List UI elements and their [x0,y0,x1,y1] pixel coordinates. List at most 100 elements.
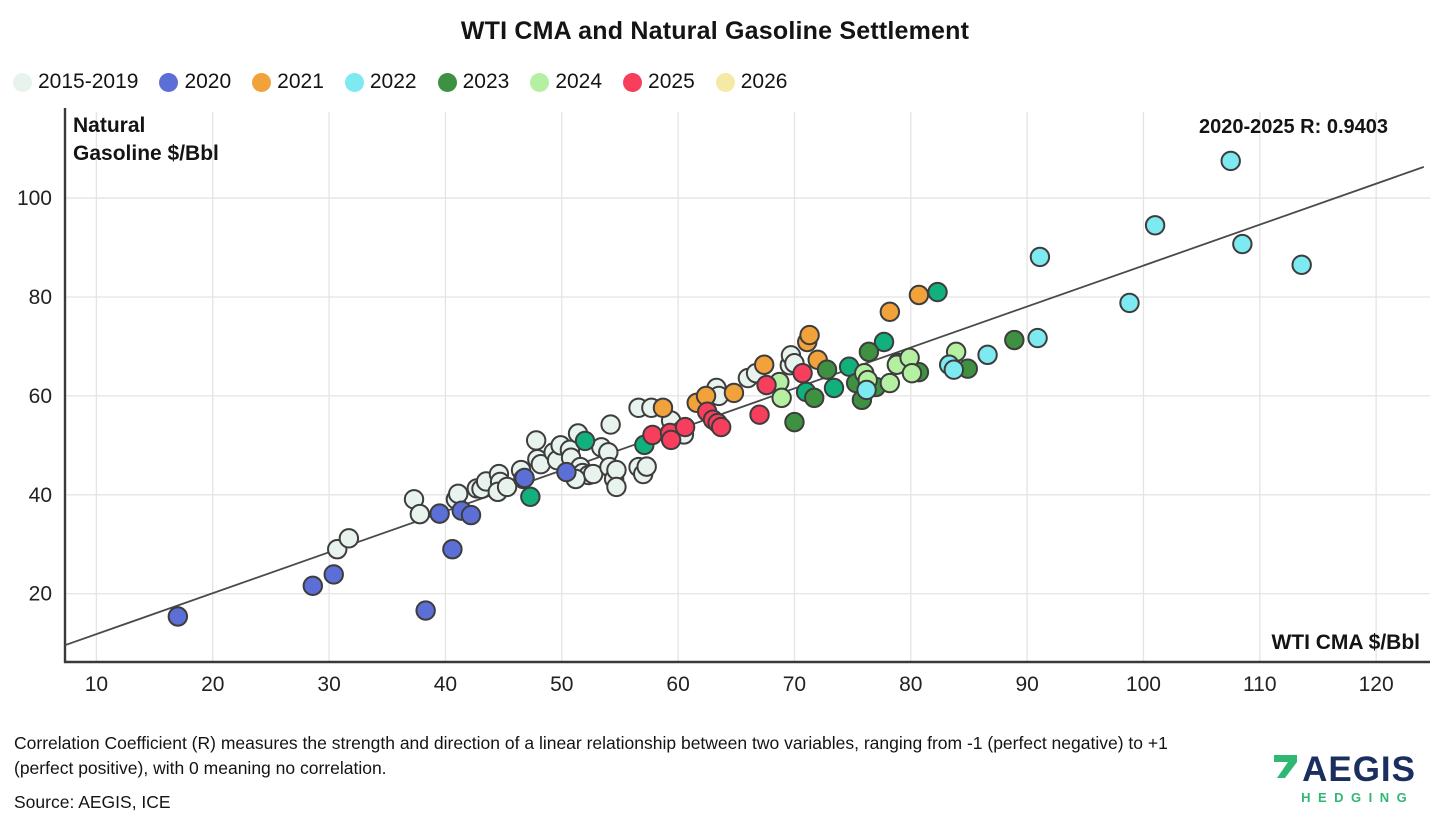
data-point [520,486,541,508]
data-point [302,575,324,597]
data-point [756,374,777,396]
data-point [1027,327,1048,349]
data-point [556,461,577,483]
data-point [606,459,627,481]
aegis-logo-text: AEGIS [1302,750,1416,789]
data-point [771,387,792,409]
data-point [496,476,518,498]
legend-dot-icon [159,72,179,92]
data-point [323,564,344,585]
legend-item-2020[interactable]: 2020 [159,70,231,94]
legend-item-2021[interactable]: 2021 [252,70,324,94]
chart-title: WTI CMA and Natural Gasoline Settlement [460,17,970,45]
y-tick-label: 20 [29,583,52,606]
data-point [856,379,877,401]
x-tick-label: 30 [317,673,340,696]
data-point [674,416,696,438]
data-point [804,387,825,409]
source-text: Source: AEGIS, ICE [14,792,171,812]
legend-item-2015-2019[interactable]: 2015-2019 [13,70,138,94]
data-point [429,503,450,524]
legend-dot-icon [13,72,32,92]
x-tick-label: 80 [899,673,922,696]
legend-item-label: 2022 [369,70,417,93]
data-point [448,483,469,505]
x-tick-label: 90 [1015,673,1038,696]
x-tick-label: 20 [201,673,224,696]
series-2020 [167,461,577,627]
x-tick-label: 50 [550,673,573,696]
data-point [799,324,820,346]
data-point [1004,329,1025,351]
data-point [460,504,482,526]
data-point [823,377,845,399]
legend-item-label: 2021 [277,70,324,93]
data-point [858,341,880,363]
legend-item-label: 2025 [648,70,695,93]
x-axis-label: WTI CMA $/Bbl [1271,631,1420,654]
data-point [660,429,682,451]
data-point [816,359,838,380]
data-point [338,528,360,549]
y-tick-label: 100 [17,187,52,210]
legend-item-2022[interactable]: 2022 [344,70,417,94]
data-point [600,414,621,435]
legend-item-label: 2015-2019 [38,70,139,93]
y-tick-label: 40 [29,484,52,507]
data-point [574,430,596,452]
x-tick-label: 120 [1359,673,1394,696]
data-point [514,467,535,489]
x-tick-label: 100 [1126,673,1161,696]
legend-dot-icon [437,72,457,92]
aegis-logo-mark-shape [1274,755,1298,778]
data-point [879,372,901,394]
data-point [1220,150,1241,172]
data-point [723,382,745,404]
scatter-plot: 10 20 30 40 50 60 70 80 90 100 110 120 20 40 60 80 100 Na… [17,108,1430,696]
data-point [792,362,813,384]
x-tick-label: 60 [666,673,689,696]
data-point [1119,292,1140,314]
data-point [901,362,923,384]
x-tick-label: 70 [783,673,806,696]
data-point [415,600,436,621]
data-point [636,456,657,477]
legend-item-label: 2023 [462,70,510,93]
series-2021 [652,284,930,418]
legend-dot-icon [715,72,735,92]
trend-line [64,166,1425,647]
legend-dot-icon [530,72,550,92]
data-point [927,281,948,303]
data-point [1029,246,1051,268]
series-2025 [642,362,813,451]
y-axis-label-line1: Natural [73,114,145,137]
y-axis-label-line2: Gasoline $/Bbl [73,142,219,165]
data-point [710,416,732,438]
data-point [525,430,547,451]
legend-item-2025[interactable]: 2025 [623,70,695,94]
data-point [977,344,998,366]
y-tick-label: 60 [29,385,52,408]
legend-item-2023[interactable]: 2023 [437,70,510,94]
data-point [1144,215,1166,236]
data-point [167,606,189,627]
legend-item-2024[interactable]: 2024 [530,70,602,94]
data-point [1291,254,1312,276]
aegis-logo: AEGIS HEDGING [1273,752,1416,805]
data-point [642,424,663,446]
legend-item-2026[interactable]: 2026 [715,70,788,94]
legend-item-label: 2020 [184,70,232,93]
series-2022 [856,150,1312,401]
data-point [409,503,431,525]
data-point [908,284,930,306]
legend-item-label: 2026 [740,70,788,93]
data-point [753,354,775,375]
x-tick-label: 10 [85,673,108,696]
data-point [943,359,965,380]
data-point [652,397,674,418]
data-point [749,404,770,425]
data-point [873,331,895,353]
data-point [879,301,901,323]
legend-dot-icon [623,72,643,92]
